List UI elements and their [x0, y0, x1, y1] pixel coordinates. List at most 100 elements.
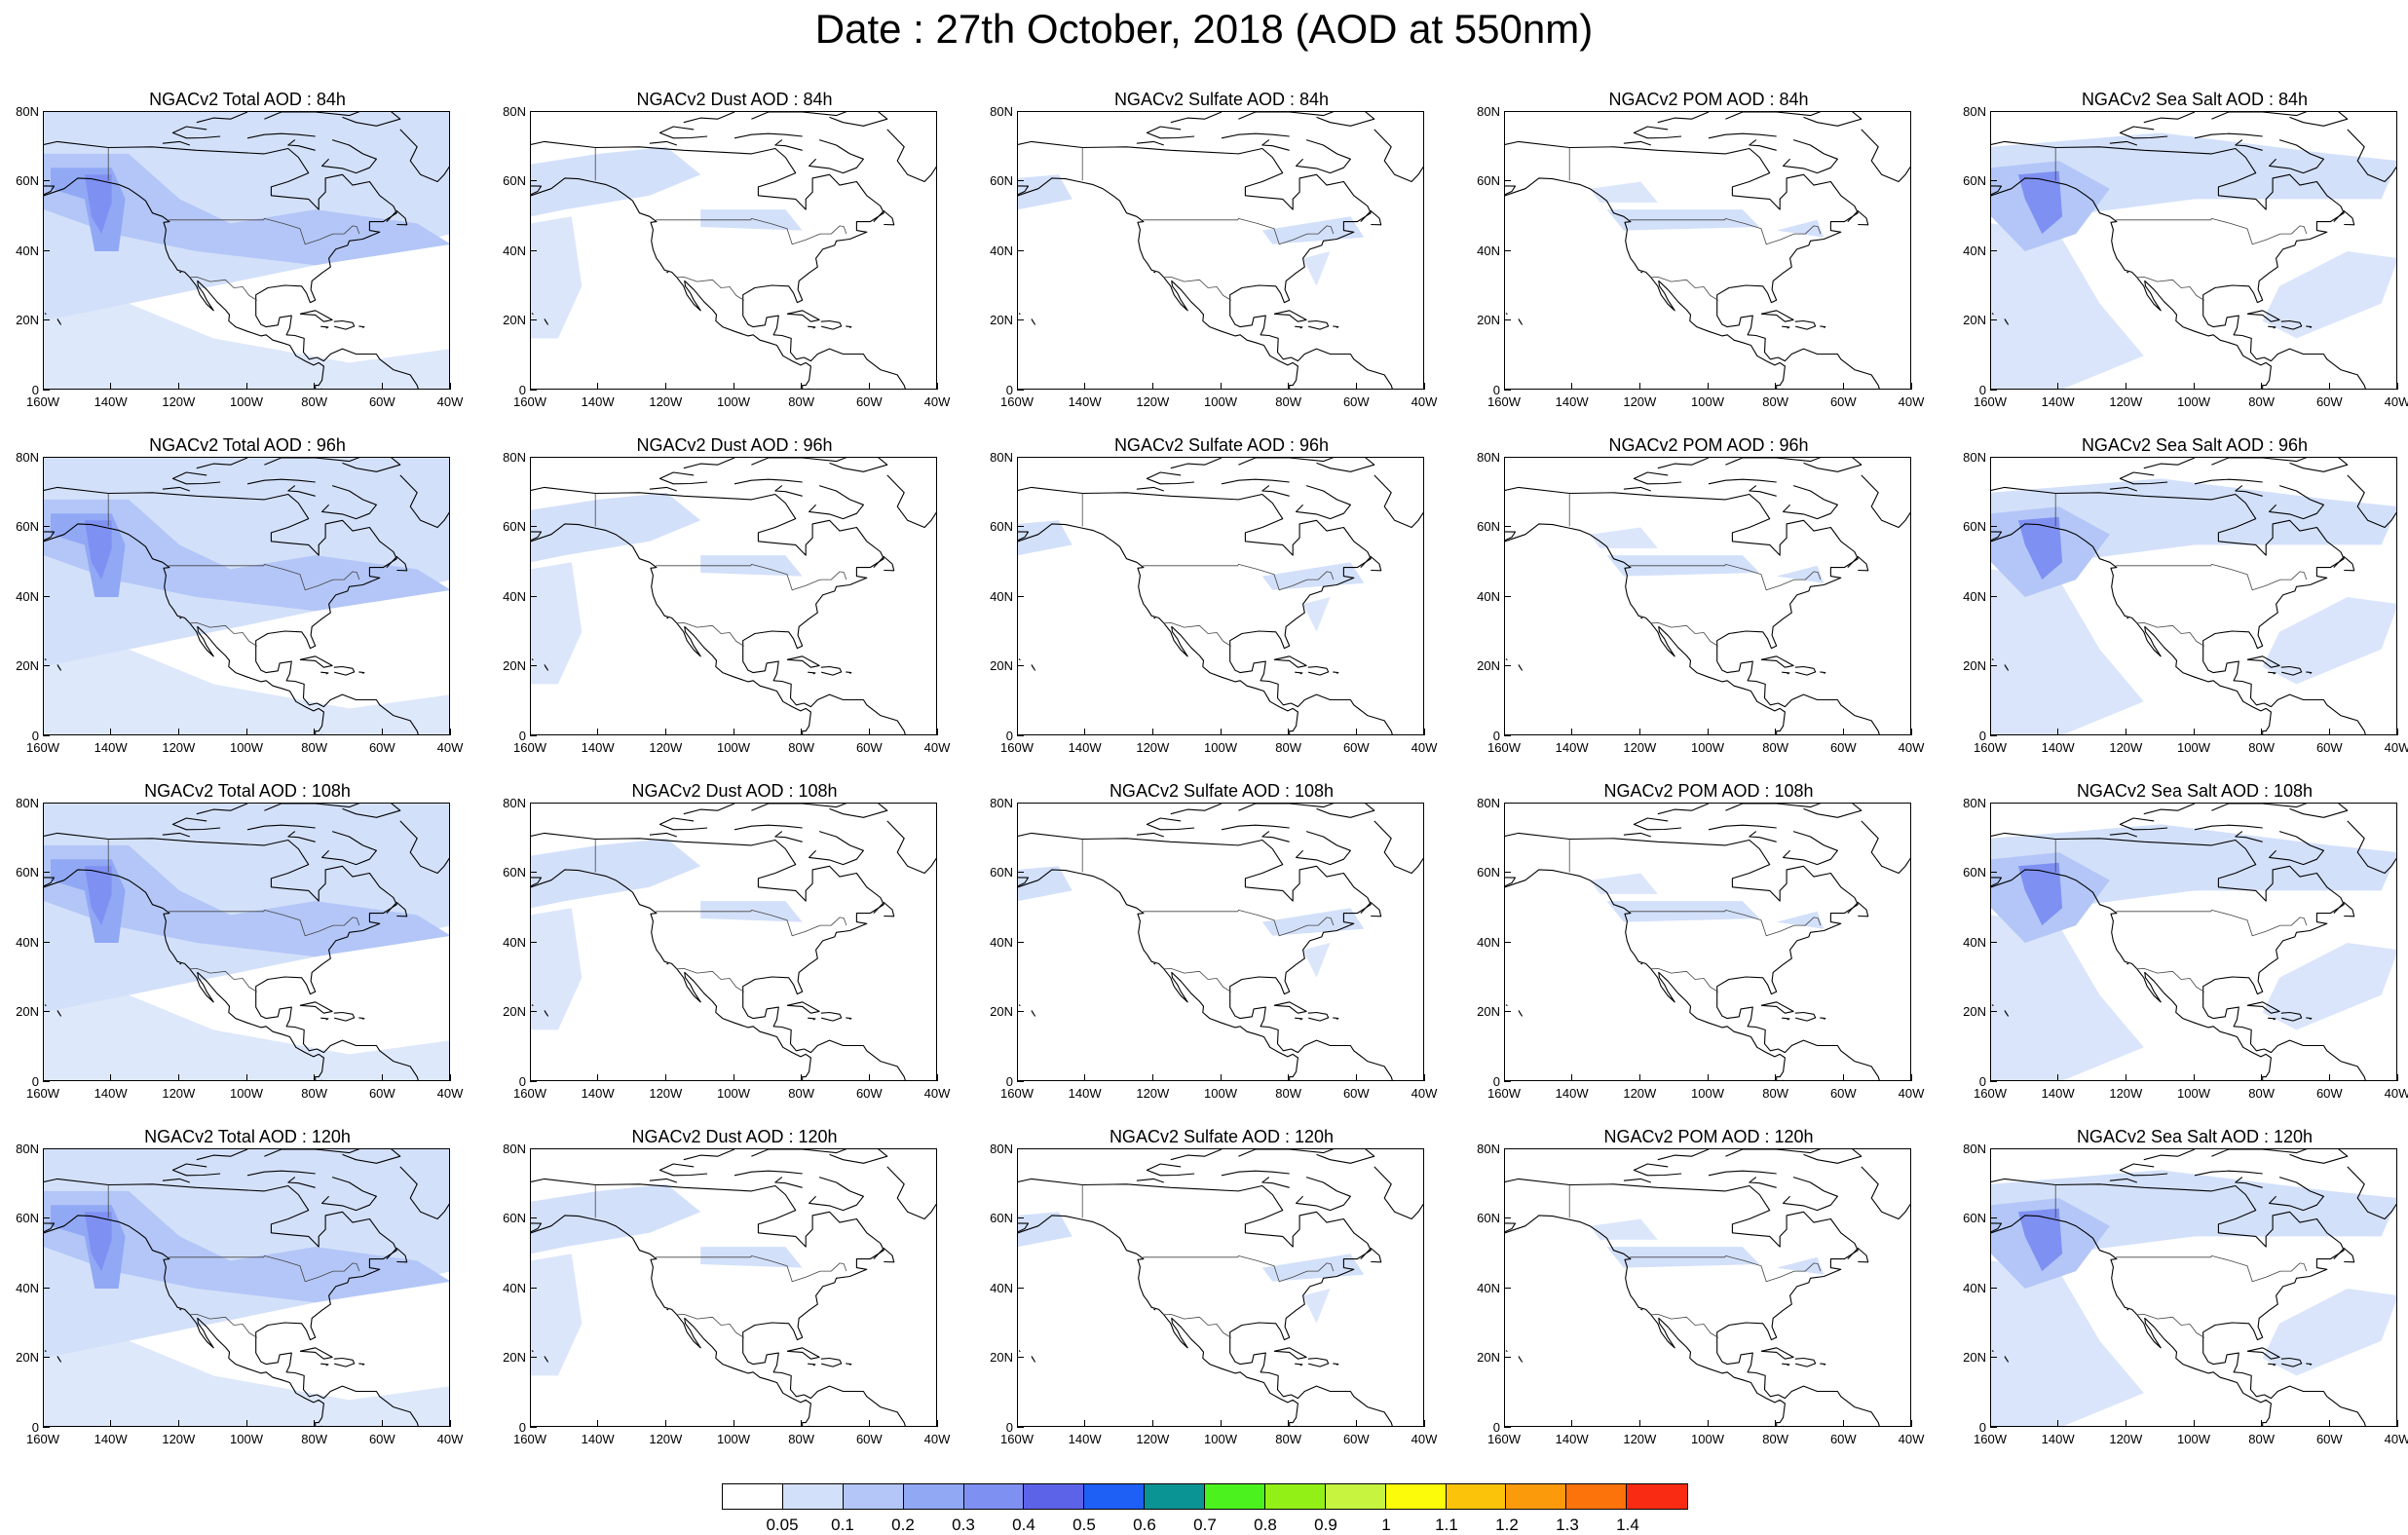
coastline — [1634, 472, 1681, 484]
coastline — [1658, 458, 1709, 468]
lon-tick — [2194, 729, 2195, 735]
lat-tick — [1990, 457, 1997, 458]
colorbar-label: 1.3 — [1543, 1516, 1592, 1535]
coastline — [2268, 326, 2276, 328]
lat-tick — [1017, 1148, 1024, 1149]
coastline — [775, 832, 803, 842]
lat-tick-label: 20N — [0, 659, 39, 672]
coastline — [1032, 318, 1035, 324]
coastline — [846, 672, 851, 674]
coastline — [809, 1178, 864, 1211]
lat-tick — [1504, 526, 1511, 527]
coastline — [1238, 458, 1350, 465]
lon-tick — [1990, 1074, 1991, 1081]
coastline — [659, 472, 707, 484]
lon-tick-label: 80W — [777, 1433, 826, 1445]
coastline — [846, 326, 851, 328]
coastline — [1274, 311, 1306, 321]
coastline — [809, 140, 864, 173]
lon-tick-label: 120W — [2101, 1433, 2150, 1445]
map-canvas — [1018, 804, 1424, 1081]
lon-tick — [1775, 1420, 1776, 1427]
lon-tick-label: 140W — [87, 741, 135, 754]
lon-tick — [1017, 1074, 1018, 1081]
map-frame — [43, 111, 450, 390]
lat-tick — [1990, 1357, 1997, 1358]
coastline — [2290, 804, 2348, 817]
lon-tick — [1571, 1420, 1572, 1427]
lat-tick — [530, 735, 537, 736]
coastline — [1709, 1171, 1777, 1176]
panel-title: NGACv2 Sulfate AOD : 108h — [1017, 781, 1426, 802]
lat-tick-label: 60N — [974, 866, 1013, 879]
map-frame — [1017, 111, 1424, 390]
lat-tick — [530, 250, 537, 251]
lat-tick — [1990, 1288, 1997, 1289]
lat-tick-label: 40N — [1461, 936, 1500, 949]
coastline — [1018, 1179, 1393, 1427]
colorbar-box — [1084, 1484, 1145, 1509]
coastline — [1506, 659, 1507, 660]
lat-tick-label: 60N — [487, 866, 526, 879]
coastline — [1709, 479, 1777, 484]
colorbar-box — [1386, 1484, 1447, 1509]
lon-tick — [1424, 1074, 1425, 1081]
coastline — [1862, 821, 1911, 874]
coastline — [1782, 326, 1789, 328]
map-canvas — [1991, 1149, 2397, 1427]
aod-shading — [1991, 915, 2144, 1081]
coastline — [775, 486, 803, 497]
lon-tick — [1843, 1420, 1844, 1427]
lon-tick — [1424, 729, 1425, 735]
lon-tick-label: 80W — [1751, 1087, 1800, 1100]
coastline — [358, 326, 364, 328]
coastline — [1238, 1149, 1350, 1156]
aod-shading — [1991, 223, 2144, 390]
lat-tick — [1990, 180, 1997, 181]
lon-tick-label: 140W — [574, 741, 622, 754]
lat-tick — [1990, 1217, 1997, 1218]
lat-tick-label: 40N — [1947, 244, 1986, 257]
lat-tick — [43, 942, 50, 943]
coastline — [1018, 833, 1393, 1081]
lon-tick-label: 140W — [87, 1433, 135, 1445]
coastline — [650, 141, 677, 145]
lon-tick — [2397, 383, 2398, 390]
coastline — [1308, 667, 1329, 676]
lat-tick — [1504, 803, 1511, 804]
lon-tick-label: 80W — [290, 1087, 339, 1100]
coastline — [1725, 112, 1837, 119]
lon-tick — [450, 1420, 451, 1427]
lat-tick — [530, 1217, 537, 1218]
lat-tick — [43, 390, 50, 391]
lon-tick — [314, 1074, 315, 1081]
coastline — [1709, 133, 1777, 138]
lat-tick — [1017, 1011, 1024, 1012]
coastline — [1782, 1364, 1789, 1366]
lon-tick — [43, 1074, 44, 1081]
coastline — [1019, 1005, 1020, 1006]
coastline — [1820, 1364, 1825, 1366]
lat-tick — [1504, 180, 1511, 181]
map-frame — [530, 1148, 937, 1427]
lat-tick-label: 40N — [0, 1282, 39, 1294]
lon-tick-label: 160W — [1966, 395, 2014, 408]
map-canvas — [1018, 458, 1424, 735]
colorbar-label: 0.9 — [1301, 1516, 1350, 1535]
map-canvas — [531, 804, 937, 1081]
coastline — [808, 326, 815, 328]
coastline — [2195, 479, 2263, 484]
colorbar-box — [1566, 1484, 1627, 1509]
country-border — [2116, 910, 2307, 935]
lat-tick-label: 20N — [1947, 1351, 1986, 1364]
coastline — [1624, 141, 1651, 145]
map-canvas — [1018, 112, 1424, 390]
lat-tick — [1017, 250, 1024, 251]
coastline — [1725, 458, 1837, 465]
lat-tick-label: 60N — [487, 520, 526, 533]
panel-title: NGACv2 Sea Salt AOD : 108h — [1990, 781, 2399, 802]
